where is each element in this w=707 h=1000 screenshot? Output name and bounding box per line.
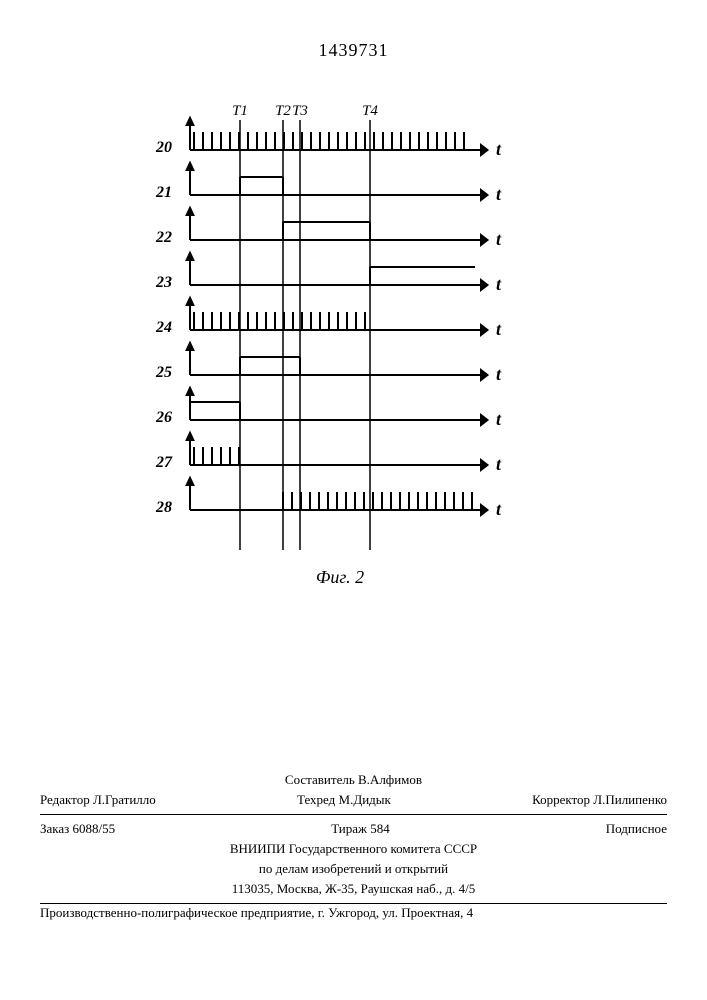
svg-text:T3: T3 (292, 103, 308, 119)
svg-text:t: t (496, 409, 502, 429)
figure-caption: Фиг. 2 (316, 567, 364, 588)
corrector: Корректор Л.Пилипенко (532, 792, 667, 808)
svg-text:t: t (496, 184, 502, 204)
org-line-1: ВНИИПИ Государственного комитета СССР (40, 839, 667, 859)
composer-line: Составитель В.Алфимов (40, 770, 667, 790)
techred: Техред М.Дидык (297, 792, 391, 808)
svg-text:T1: T1 (232, 103, 248, 119)
timing-diagram: T1T2T3T420t21t22t23t24t25t26t27t28t Фиг.… (140, 100, 540, 560)
svg-text:t: t (496, 454, 502, 474)
svg-text:25: 25 (155, 364, 172, 381)
svg-text:26: 26 (155, 409, 172, 426)
svg-text:t: t (496, 139, 502, 159)
subscription: Подписное (606, 821, 667, 837)
svg-text:t: t (496, 274, 502, 294)
divider (40, 903, 667, 904)
svg-text:24: 24 (155, 319, 172, 336)
order-number: Заказ 6088/55 (40, 821, 115, 837)
svg-text:28: 28 (155, 499, 172, 516)
tirazh: Тираж 584 (331, 821, 390, 837)
svg-text:22: 22 (155, 229, 172, 246)
svg-text:27: 27 (155, 454, 173, 471)
org-line-2: по делам изобретений и открытий (40, 859, 667, 879)
footer-block: Составитель В.Алфимов Редактор Л.Гратилл… (40, 770, 667, 908)
svg-text:t: t (496, 364, 502, 384)
svg-text:20: 20 (155, 139, 172, 156)
svg-text:t: t (496, 229, 502, 249)
svg-text:23: 23 (155, 274, 172, 291)
svg-text:21: 21 (155, 184, 172, 201)
credits-row: Редактор Л.Гратилло Техред М.Дидык Корре… (40, 790, 667, 810)
svg-text:T2: T2 (275, 103, 291, 119)
org-line-3: 113035, Москва, Ж-35, Раушская наб., д. … (40, 879, 667, 899)
page-number: 1439731 (319, 40, 389, 61)
printer-line: Производственно-полиграфическое предприя… (40, 905, 667, 921)
svg-text:t: t (496, 319, 502, 339)
svg-text:t: t (496, 499, 502, 519)
order-row: Заказ 6088/55 Тираж 584 Подписное (40, 819, 667, 839)
editor: Редактор Л.Гратилло (40, 792, 156, 808)
svg-text:T4: T4 (362, 103, 378, 119)
divider (40, 814, 667, 815)
